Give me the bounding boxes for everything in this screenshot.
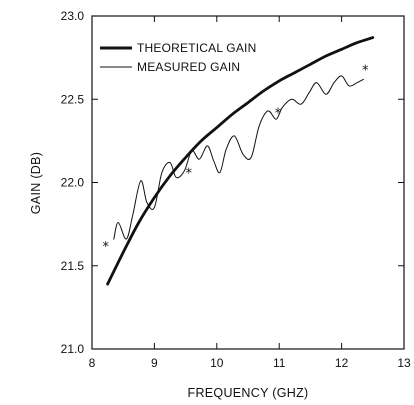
x-tick-label: 13 [397,356,411,370]
y-tick-label: 21.0 [61,342,85,356]
y-tick-label: 23.0 [61,9,85,23]
axis-ticks: 8 9 10 11 12 13 21.0 21.5 22.0 22.5 23.0 [61,9,411,370]
x-tick-label: 9 [151,356,158,370]
legend-label-theoretical: THEORETICAL GAIN [137,41,256,55]
legend-label-measured: MEASURED GAIN [137,60,240,74]
x-tick-label: 12 [335,356,349,370]
y-axis-title: GAIN (DB) [29,152,43,214]
y-tick-label: 21.5 [61,259,85,273]
legend: THEORETICAL GAIN MEASURED GAIN [100,41,256,74]
x-tick-label: 11 [273,356,286,370]
data-marker: * [102,240,109,255]
measured-gain-line [113,75,364,240]
series-layer [106,36,375,286]
data-marker: * [185,167,192,182]
theoretical-gain-line [106,36,375,286]
marker-layer: * * * * [102,63,369,254]
y-tick-label: 22.5 [61,92,85,106]
x-tick-label: 10 [210,356,224,370]
x-axis-title: FREQUENCY (GHZ) [188,386,309,400]
y-tick-label: 22.0 [61,176,85,190]
x-tick-label: 8 [89,356,96,370]
data-marker: * [362,63,369,78]
data-marker: * [275,107,282,122]
